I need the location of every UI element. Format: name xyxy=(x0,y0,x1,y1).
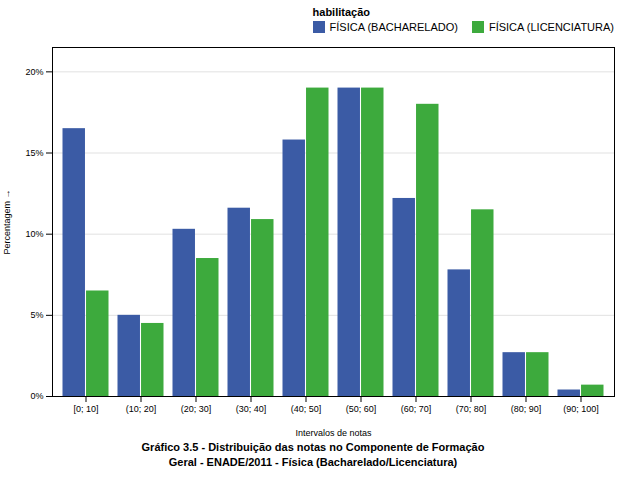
html-text:FÍSICA (LICENCIATURA): FÍSICA (LICENCIATURA) xyxy=(488,21,614,33)
svg-text:(50; 60]: (50; 60] xyxy=(346,404,377,414)
html-text:Gráfico 3.5 - Distribuição das: Gráfico 3.5 - Distribuição das notas no … xyxy=(141,441,485,468)
svg-text:(40; 50]: (40; 50] xyxy=(291,404,322,414)
svg-text:Intervalos de notas: Intervalos de notas xyxy=(295,428,372,438)
svg-text:5%: 5% xyxy=(30,310,43,320)
svg-text:(60; 70]: (60; 70] xyxy=(401,404,432,414)
svg-text:15%: 15% xyxy=(25,148,43,158)
svg-text:(30; 40]: (30; 40] xyxy=(236,404,267,414)
svg-text:(80; 90]: (80; 90] xyxy=(511,404,542,414)
html-text:FÍSICA (BACHARELADO): FÍSICA (BACHARELADO) xyxy=(329,21,458,33)
svg-text:(70; 80]: (70; 80] xyxy=(456,404,487,414)
svg-text:(10; 20]: (10; 20] xyxy=(126,404,157,414)
svg-text:10%: 10% xyxy=(25,229,43,239)
html-text:habilitação: habilitação xyxy=(312,6,370,18)
svg-text:0%: 0% xyxy=(30,391,43,401)
svg-text:(90; 100]: (90; 100] xyxy=(563,404,599,414)
svg-text:[0; 10]: [0; 10] xyxy=(73,404,98,414)
svg-text:Percentagem →: Percentagem → xyxy=(2,189,12,254)
svg-text:(20; 30]: (20; 30] xyxy=(181,404,212,414)
svg-text:20%: 20% xyxy=(25,67,43,77)
